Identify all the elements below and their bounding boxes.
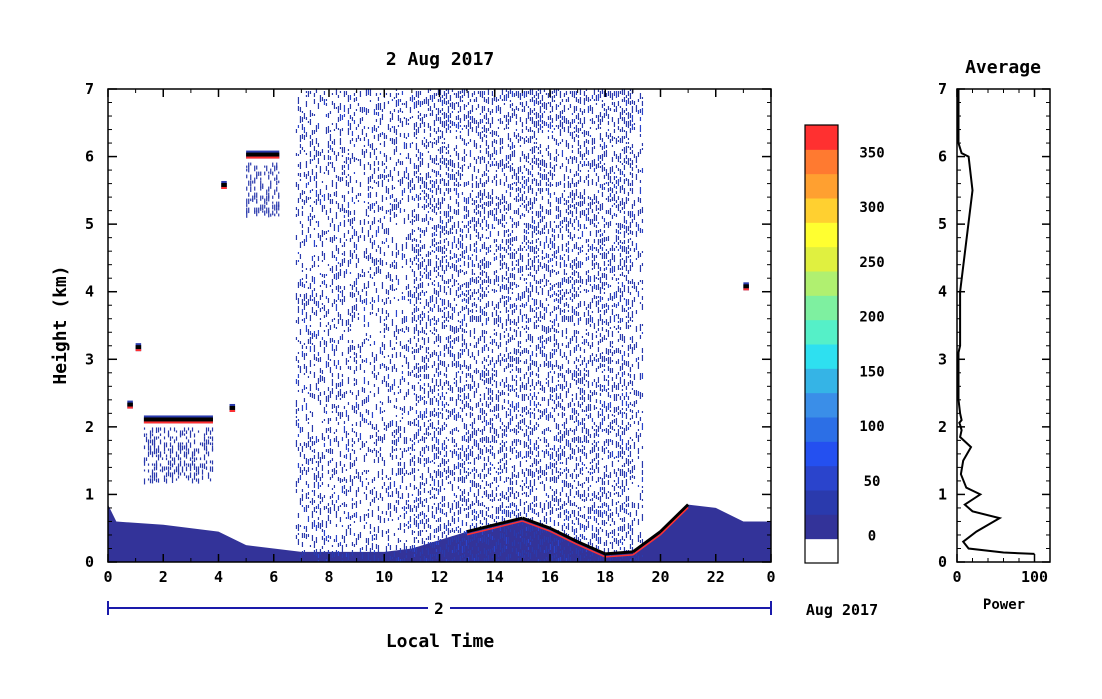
avg-y-tick-label: 2: [938, 418, 947, 436]
boundary-layer-top: [466, 503, 690, 558]
colorbar-tick-label: 350: [859, 145, 884, 161]
average-profile-plot: [957, 89, 1035, 555]
y-tick-label: 0: [85, 553, 94, 571]
average-x-axis-label: Power: [983, 597, 1025, 613]
x-tick-label: 2: [159, 568, 168, 586]
avg-y-tick-label: 5: [938, 215, 947, 233]
cloud-feature: [229, 403, 236, 412]
colorbar-frame: [804, 124, 839, 564]
colorbar-tick-label: 200: [859, 310, 884, 326]
x-tick-label: 0: [766, 568, 775, 586]
colorbar-swatch: [805, 417, 838, 442]
cloud-feature: [143, 415, 214, 485]
y-tick-label: 2: [85, 418, 94, 436]
heatmap-plot-area: [108, 89, 771, 562]
colorbar-tick-label: 100: [859, 419, 884, 435]
date-axis-month-label: Aug 2017: [806, 601, 878, 619]
average-panel-title: Average: [965, 57, 1041, 78]
x-tick-label: 6: [269, 568, 278, 586]
colorbar-swatch: [805, 295, 838, 321]
main-plot-frame: [107, 88, 772, 563]
average-plot-frame: [956, 88, 1051, 563]
cloud-feature: [743, 282, 749, 291]
colorbar-swatch: [805, 392, 838, 418]
y-tick-label: 7: [85, 80, 94, 98]
x-tick-label: 0: [103, 568, 112, 586]
cloud-feature: [127, 400, 133, 409]
cloud-feature: [221, 180, 227, 189]
noise-speckle: [295, 89, 644, 562]
colorbar-swatch: [805, 344, 838, 369]
x-tick-label: 16: [541, 568, 559, 586]
colorbar-tick-label: 50: [864, 474, 881, 490]
colorbar-ticks: 0 50 100 150 200 250 300 350: [859, 145, 884, 544]
colorbar-swatch: [805, 319, 838, 345]
colorbar-swatch: [805, 246, 838, 272]
y-tick-label: 1: [85, 485, 94, 503]
y-tick-label: 4: [85, 283, 94, 301]
avg-y-tick-label: 0: [938, 553, 947, 571]
colorbar-swatch: [805, 271, 838, 296]
colorbar-swatch: [805, 441, 838, 467]
avg-y-tick-label: 1: [938, 485, 947, 503]
colorbar-swatch: [805, 222, 838, 248]
y-tick-label: 3: [85, 350, 94, 368]
x-tick-label: 14: [486, 568, 504, 586]
cloud-feature: [246, 150, 280, 218]
date-axis-day-label: 2: [434, 599, 444, 618]
avg-y-tick-label: 4: [938, 283, 947, 301]
colorbar-swatch: [805, 514, 838, 540]
date-axis: 2: [107, 598, 772, 618]
x-tick-label: 20: [651, 568, 669, 586]
colorbar-swatch: [805, 173, 838, 199]
colorbar-swatch: [805, 125, 838, 150]
x-tick-label: 10: [375, 568, 393, 586]
colorbar-swatch: [805, 198, 838, 223]
y-tick-label: 6: [85, 148, 94, 166]
colorbar-swatch: [805, 465, 838, 491]
avg-x-tick-label: 100: [1021, 568, 1048, 586]
x-axis-label: Local Time: [386, 631, 495, 652]
avg-x-tick-label: 0: [952, 568, 961, 586]
colorbar-swatch: [805, 368, 838, 394]
cloud-feature: [135, 343, 142, 352]
x-tick-label: 8: [324, 568, 333, 586]
avg-y-tick-label: 3: [938, 350, 947, 368]
colorbar-swatch: [805, 149, 838, 175]
average-power-line: [957, 89, 1035, 555]
y-tick-label: 5: [85, 215, 94, 233]
colorbar: [804, 124, 839, 564]
x-tick-label: 12: [430, 568, 448, 586]
colorbar-swatch: [805, 490, 838, 515]
colorbar-tick-label: 0: [868, 529, 876, 545]
colorbar-tick-label: 250: [859, 255, 884, 271]
x-tick-label: 22: [707, 568, 725, 586]
chart-title: 2 Aug 2017: [386, 49, 494, 70]
avg-y-tick-label: 7: [938, 80, 947, 98]
y-axis-label: Height (km): [50, 265, 71, 384]
avg-y-tick-label: 6: [938, 148, 947, 166]
average-axis-ticks: 0 1 2 3 4 5 6 7 0 100: [938, 80, 1050, 586]
surface-boundary-layer: [108, 504, 771, 562]
colorbar-tick-label: 300: [859, 200, 884, 216]
x-tick-label: 4: [214, 568, 223, 586]
colorbar-tick-label: 150: [859, 364, 884, 380]
x-tick-label: 18: [596, 568, 614, 586]
colorbar-swatch: [805, 538, 838, 564]
